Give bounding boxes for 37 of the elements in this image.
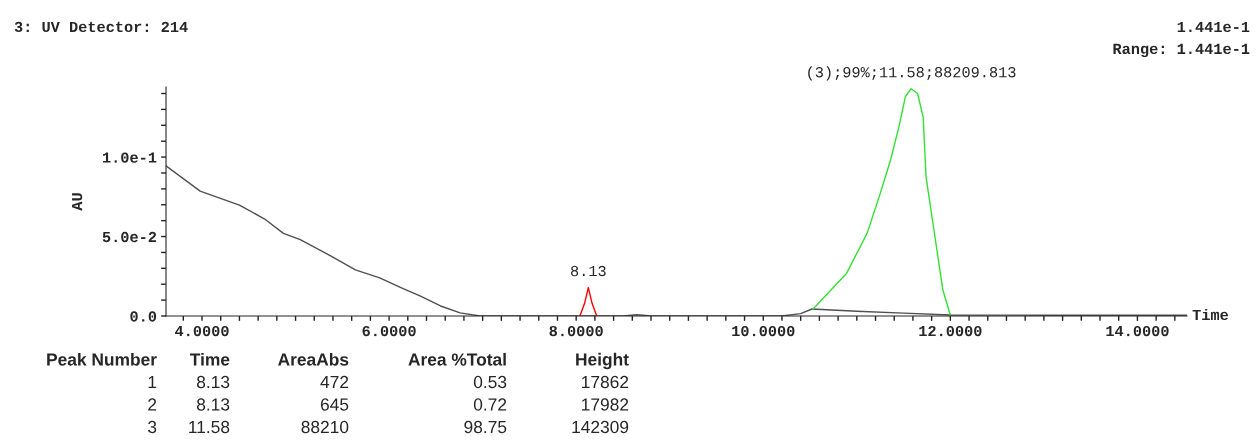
annotation: (3);99%;11.58;88209.813: [808, 66, 1016, 81]
text: 17862: [582, 375, 629, 389]
text: 98.75: [464, 420, 507, 434]
y-tick-label: 1.0e-1: [102, 152, 157, 163]
text: 17982: [582, 398, 629, 411]
text: 8.13: [196, 398, 230, 411]
x-tick-label: 8.0000: [549, 325, 603, 337]
text: Range: 1.441e-1: [1113, 43, 1250, 58]
text: AreaAbs: [278, 352, 349, 366]
y-tick-label: 0.0: [130, 311, 157, 322]
text: Time: [189, 352, 230, 366]
y-tick-label: 5.0e-2: [102, 231, 157, 243]
text: 1: [148, 376, 157, 388]
chart-title: 3: UV Detector: 214: [14, 21, 188, 33]
text: 11.58: [189, 420, 230, 434]
x-tick-label: 14.0000: [1106, 325, 1169, 337]
text: 0.72: [473, 398, 507, 411]
x-tick-label: 12.0000: [919, 325, 982, 337]
text: Peak Number: [47, 352, 157, 366]
annotation: 8.13: [570, 265, 606, 277]
text: 88210: [301, 420, 349, 434]
text: 1.441e-1: [1177, 21, 1250, 33]
text: Area %Total: [408, 352, 506, 366]
line-series: [812, 88, 952, 316]
text: 2: [148, 398, 157, 411]
text: 3: [148, 420, 157, 434]
text: Height: [576, 352, 629, 370]
x-tick-label: 10.0000: [732, 325, 795, 337]
x-tick-label: 6.0000: [362, 325, 416, 337]
text: 0.53: [473, 375, 507, 389]
text: 645: [320, 398, 349, 411]
x-axis-title: Time: [1192, 308, 1229, 321]
text: 8.13: [196, 375, 230, 389]
y-axis-title: AU: [72, 193, 83, 211]
text: 142309: [572, 420, 629, 434]
text: 472: [320, 375, 349, 388]
x-tick-label: 4.0000: [175, 325, 229, 337]
